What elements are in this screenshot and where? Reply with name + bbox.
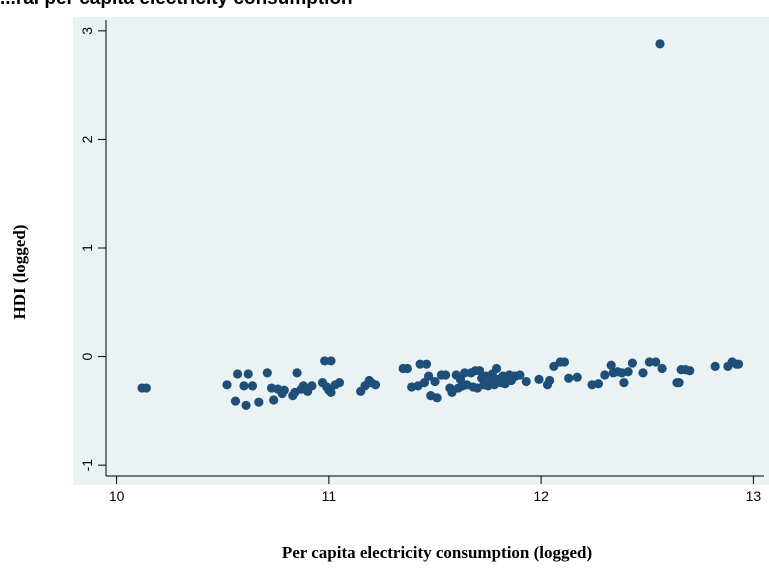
y-tick-label: 0 bbox=[79, 352, 95, 360]
data-points bbox=[137, 39, 744, 411]
data-point bbox=[419, 378, 429, 388]
data-point bbox=[534, 374, 544, 384]
data-point bbox=[222, 380, 232, 390]
x-tick-label: 12 bbox=[533, 488, 549, 504]
data-point bbox=[269, 395, 279, 405]
x-tick-label: 11 bbox=[322, 488, 337, 504]
data-point bbox=[430, 376, 440, 387]
data-point bbox=[279, 385, 289, 395]
data-point bbox=[424, 371, 434, 381]
data-point bbox=[627, 358, 638, 368]
data-point bbox=[491, 363, 502, 374]
x-tick-label: 13 bbox=[746, 488, 762, 504]
data-point bbox=[460, 368, 470, 378]
data-point bbox=[292, 368, 302, 378]
data-point bbox=[239, 381, 249, 391]
chart-title: ...ral per capita electricity consumptio… bbox=[0, 0, 353, 9]
data-point bbox=[685, 366, 695, 376]
y-axis-title: HDI (logged) bbox=[10, 225, 29, 320]
data-point bbox=[370, 380, 381, 390]
data-point bbox=[619, 378, 629, 388]
data-point bbox=[230, 396, 241, 406]
data-point bbox=[559, 357, 570, 367]
data-point bbox=[623, 367, 633, 377]
data-point bbox=[638, 368, 648, 378]
data-point bbox=[710, 361, 720, 371]
data-point bbox=[733, 359, 744, 369]
data-point bbox=[241, 400, 251, 411]
data-point bbox=[674, 378, 684, 388]
data-point bbox=[247, 381, 258, 391]
data-point bbox=[307, 381, 317, 391]
data-point bbox=[600, 370, 610, 380]
y-tick-label: -1 bbox=[79, 459, 95, 472]
data-point bbox=[141, 383, 151, 393]
data-point bbox=[593, 379, 604, 389]
data-point bbox=[521, 376, 531, 387]
data-point bbox=[262, 368, 272, 378]
data-point bbox=[657, 363, 667, 374]
data-point bbox=[655, 39, 665, 49]
data-point bbox=[326, 387, 336, 397]
y-tick-label: 2 bbox=[79, 135, 95, 143]
data-point bbox=[441, 370, 451, 380]
data-point bbox=[243, 369, 253, 379]
data-point bbox=[415, 359, 425, 369]
data-point bbox=[402, 363, 413, 374]
y-tick-label: 3 bbox=[79, 27, 95, 35]
y-tick-label: 1 bbox=[79, 244, 95, 252]
data-point bbox=[515, 370, 525, 380]
data-point bbox=[320, 356, 330, 366]
data-point bbox=[334, 378, 345, 388]
data-point bbox=[421, 359, 432, 369]
x-tick-label: 10 bbox=[109, 488, 125, 504]
data-point bbox=[564, 373, 574, 383]
data-point bbox=[644, 357, 654, 367]
data-point bbox=[474, 366, 485, 376]
data-point bbox=[326, 356, 336, 366]
data-point bbox=[545, 375, 555, 386]
data-point bbox=[432, 393, 442, 403]
plot-region bbox=[73, 17, 769, 485]
x-axis-title: Per capita electricity consumption (logg… bbox=[282, 543, 592, 562]
data-point bbox=[233, 369, 243, 379]
data-point bbox=[572, 372, 582, 382]
data-point bbox=[254, 397, 264, 407]
data-point bbox=[606, 360, 616, 370]
data-point bbox=[651, 357, 661, 367]
